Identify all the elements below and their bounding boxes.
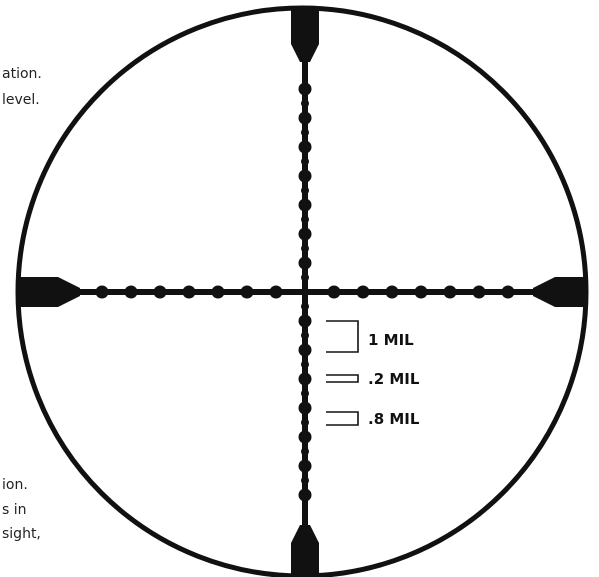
mil-marker-1-label: 1 MIL xyxy=(368,331,414,349)
right-post xyxy=(533,277,586,307)
background-text-top-1: ation. xyxy=(2,66,42,82)
mil-marker-2-bracket xyxy=(326,374,359,383)
mil-half-dot-top-4 xyxy=(301,186,309,195)
mil-dot-bottom-7 xyxy=(298,488,312,502)
mil-dot-bottom-1 xyxy=(298,314,312,328)
bottom-post xyxy=(291,525,319,576)
mil-half-dot-top-3 xyxy=(301,215,309,224)
mil-marker-2-label: .2 MIL xyxy=(368,370,420,388)
mil-dot-bottom-5 xyxy=(298,430,312,444)
mil-half-dot-top-2 xyxy=(301,244,309,253)
mil-half-dot-top-5 xyxy=(301,157,309,166)
background-text-bottom-2: s in xyxy=(2,502,27,518)
background-text-bottom-1: ion. xyxy=(2,477,28,493)
mil-dot-right-6 xyxy=(472,285,486,299)
mil-dot-right-2 xyxy=(356,285,370,299)
mil-marker-3: .8 MIL xyxy=(326,410,420,428)
mil-dot-right-5 xyxy=(443,285,457,299)
mil-dot-right-4 xyxy=(414,285,428,299)
mil-dot-right-3 xyxy=(385,285,399,299)
mil-marker-2: .2 MIL xyxy=(326,370,420,388)
top-post xyxy=(291,8,319,62)
mil-dots xyxy=(95,82,515,502)
mil-marker-1: 1 MIL xyxy=(326,320,414,353)
mil-dot-bottom-2 xyxy=(298,343,312,357)
mil-dot-right-1 xyxy=(327,285,341,299)
mil-half-dot-bottom-6 xyxy=(301,447,309,456)
mil-half-dot-bottom-4 xyxy=(301,389,309,398)
background-text-top-2: level. xyxy=(2,92,40,108)
mil-dot-top-7 xyxy=(298,82,312,96)
mil-half-dot-bottom-1 xyxy=(301,302,309,311)
mil-dot-left-7 xyxy=(95,285,109,299)
mil-half-dot-top-6 xyxy=(301,128,309,137)
mil-dot-left-6 xyxy=(124,285,138,299)
background-text-bottom-3: sight, xyxy=(2,526,41,542)
mil-half-dot-bottom-3 xyxy=(301,360,309,369)
mil-dot-top-2 xyxy=(298,227,312,241)
mil-dot-left-2 xyxy=(240,285,254,299)
mil-dot-top-5 xyxy=(298,140,312,154)
mil-dot-bottom-6 xyxy=(298,459,312,473)
mil-dot-bottom-3 xyxy=(298,372,312,386)
mil-half-dot-top-1 xyxy=(301,273,309,282)
mil-dot-left-1 xyxy=(269,285,283,299)
mil-dot-top-4 xyxy=(298,169,312,183)
mil-dot-left-4 xyxy=(182,285,196,299)
mil-half-dot-bottom-5 xyxy=(301,418,309,427)
mil-dot-top-6 xyxy=(298,111,312,125)
mil-half-dot-bottom-2 xyxy=(301,331,309,340)
mil-dot-top-1 xyxy=(298,256,312,270)
mil-dot-right-7 xyxy=(501,285,515,299)
mil-dot-left-5 xyxy=(153,285,167,299)
reticle-outer-ring xyxy=(15,5,589,577)
mil-marker-3-label: .8 MIL xyxy=(368,410,420,428)
mil-marker-3-bracket xyxy=(326,411,359,426)
mil-marker-1-bracket xyxy=(326,320,359,353)
mil-half-dot-top-7 xyxy=(301,99,309,108)
mil-half-dot-bottom-7 xyxy=(301,476,309,485)
mil-dot-left-3 xyxy=(211,285,225,299)
mil-dot-top-3 xyxy=(298,198,312,212)
mil-dot-bottom-4 xyxy=(298,401,312,415)
